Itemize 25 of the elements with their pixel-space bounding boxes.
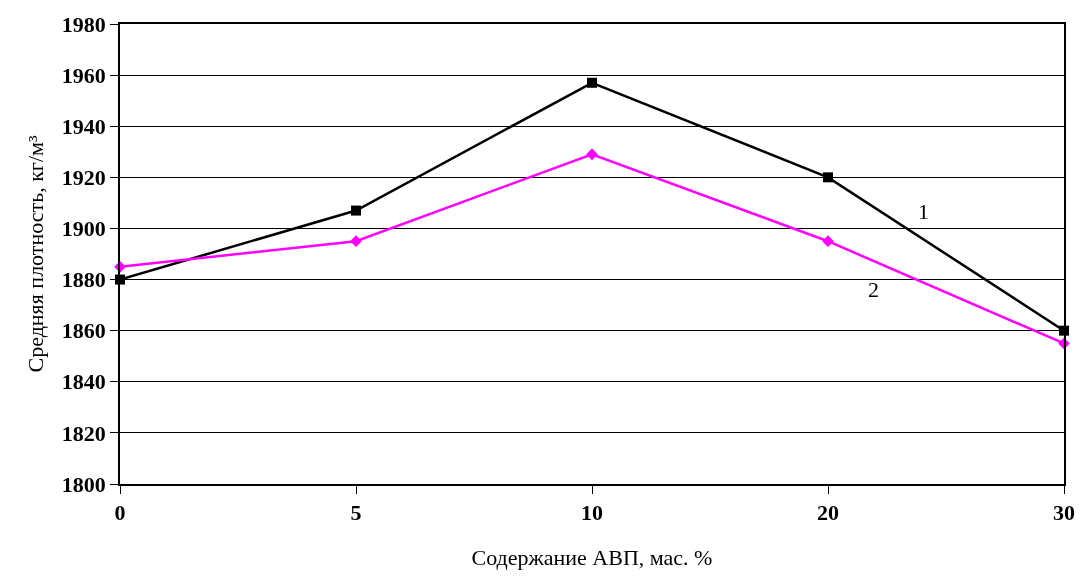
y-tick-label: 1820 [61,420,106,446]
series-label: 1 [918,199,929,224]
x-tick-label: 20 [817,500,839,526]
y-tick-label: 1900 [61,216,106,242]
y-tick-label: 1960 [61,62,106,88]
point [350,235,362,248]
x-tick-label: 30 [1053,500,1075,526]
point [587,77,597,88]
point [351,205,361,216]
point [822,235,834,248]
y-tick-label: 1980 [61,11,106,37]
y-tick-label: 1840 [61,369,106,395]
x-tick-label: 10 [581,500,603,526]
y-tick-label: 1880 [61,267,106,293]
y-tick-label: 1860 [61,318,106,344]
x-tick-label: 0 [114,500,126,526]
x-axis-title: Содержание АВП, мас. % [471,544,713,570]
x-tick-label: 5 [350,500,362,526]
point [823,172,833,183]
series-label: 2 [868,277,879,302]
y-tick-label: 1800 [61,471,106,497]
y-tick-label: 1920 [61,165,106,191]
y-axis-title: Средняя плотность, кг/м³ [23,135,49,373]
y-tick-label: 1940 [61,113,106,139]
point [586,148,598,161]
